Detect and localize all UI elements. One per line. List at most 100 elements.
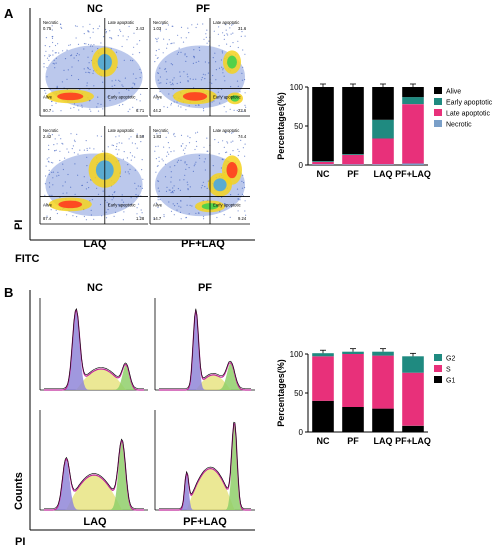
- scatter-dot: [223, 75, 225, 77]
- quadrant-value-necrotic: 1.83: [153, 134, 162, 139]
- scatter-dot: [71, 74, 73, 77]
- histogram-data-line: [159, 308, 251, 389]
- scatter-dot: [73, 106, 75, 109]
- scatter-dot: [64, 58, 67, 60]
- scatter-dot: [223, 34, 225, 37]
- scatter-dot: [204, 158, 206, 160]
- scatter-dot: [96, 135, 98, 137]
- scatter-dot: [45, 204, 47, 206]
- scatter-dot: [220, 59, 222, 61]
- scatter-dot: [56, 87, 59, 89]
- scatter-dot: [68, 151, 70, 153]
- flow-col-label-pf: PF: [196, 3, 210, 15]
- scatter-dot: [155, 37, 157, 40]
- histogram-s-phase-area: [44, 369, 144, 390]
- cell-cycle-legend-label: G2: [446, 356, 455, 363]
- quadrant-value-necrotic: 1.03: [153, 26, 162, 31]
- scatter-dot: [117, 35, 119, 37]
- scatter-dot: [75, 37, 77, 39]
- scatter-dot: [157, 180, 159, 182]
- scatter-dot: [44, 194, 46, 196]
- scatter-dot: [108, 195, 110, 197]
- scatter-dot: [154, 95, 156, 97]
- scatter-dot: [129, 152, 131, 154]
- scatter-dot: [53, 63, 55, 65]
- scatter-dot: [102, 190, 104, 192]
- scatter-dot: [97, 48, 99, 50]
- scatter-dot: [182, 149, 185, 151]
- scatter-dot: [59, 159, 61, 162]
- cell-cycle-y-tick-label: 100: [290, 350, 304, 359]
- scatter-dot: [221, 52, 224, 54]
- scatter-dot: [132, 60, 134, 62]
- scatter-dot: [72, 215, 74, 217]
- scatter-dot: [111, 80, 113, 82]
- scatter-dot: [89, 147, 91, 149]
- scatter-dot: [159, 30, 162, 32]
- scatter-dot: [198, 60, 200, 62]
- scatter-dot: [141, 169, 143, 171]
- scatter-dot: [107, 146, 109, 148]
- scatter-dot: [71, 66, 73, 68]
- scatter-dot: [55, 52, 57, 54]
- scatter-dot: [92, 31, 94, 33]
- cell-cycle-bar-segment-s: [312, 356, 334, 401]
- scatter-dot: [245, 214, 247, 216]
- scatter-dot: [129, 108, 131, 110]
- scatter-dot: [166, 106, 169, 108]
- scatter-dot: [54, 52, 56, 54]
- scatter-dot: [155, 145, 157, 148]
- cell-cycle-bar-segment-g1: [402, 425, 424, 432]
- scatter-dot: [88, 43, 90, 46]
- scatter-dot: [118, 104, 120, 106]
- scatter-dot: [55, 209, 57, 211]
- apoptosis-bar-segment-necrotic: [342, 164, 364, 165]
- scatter-dot: [89, 72, 91, 74]
- cell-cycle-histogram: [39, 410, 148, 511]
- scatter-dot: [158, 48, 160, 51]
- scatter-dot: [64, 157, 66, 159]
- scatter-dot: [204, 61, 206, 63]
- scatter-dot: [62, 168, 64, 171]
- scatter-density-core: [213, 178, 227, 192]
- flow-bottom-label-laq: LAQ: [83, 238, 107, 250]
- scatter-dot: [212, 165, 214, 167]
- scatter-dot: [102, 150, 104, 152]
- cell-cycle-bar-segment-g2: [402, 356, 424, 373]
- histo-bottom-label-laq: LAQ: [83, 516, 107, 528]
- scatter-dot: [120, 30, 122, 32]
- histo-bottom-label-pflaq: PF+LAQ: [183, 516, 227, 528]
- scatter-dot: [170, 151, 172, 153]
- scatter-dot: [139, 40, 141, 42]
- scatter-dot: [163, 215, 165, 218]
- scatter-dot: [195, 26, 197, 29]
- scatter-dot: [212, 74, 214, 77]
- scatter-dot: [70, 107, 72, 109]
- apoptosis-bar-segment-early-apoptotic: [372, 119, 394, 139]
- scatter-dot: [89, 68, 91, 71]
- scatter-dot: [122, 219, 124, 221]
- scatter-dot: [159, 91, 161, 93]
- quadrant-value-late: 74.4: [238, 134, 247, 139]
- scatter-dot: [230, 194, 232, 196]
- scatter-dot: [131, 155, 133, 157]
- scatter-dot: [245, 106, 247, 108]
- scatter-dot: [241, 72, 243, 74]
- scatter-dot: [130, 136, 132, 138]
- scatter-dot: [136, 147, 138, 149]
- histogram-s-phase-area: [44, 475, 144, 510]
- scatter-dot: [111, 144, 113, 146]
- quadrant-value-late: 31.6: [238, 26, 247, 31]
- scatter-dot: [165, 71, 167, 73]
- scatter-dot: [83, 68, 85, 70]
- scatter-dot: [241, 31, 243, 33]
- scatter-dot: [169, 166, 171, 168]
- scatter-dot: [48, 54, 50, 56]
- scatter-dot: [52, 50, 54, 52]
- scatter-dot: [118, 142, 120, 144]
- scatter-dot: [131, 86, 133, 89]
- scatter-dot: [227, 142, 229, 144]
- scatter-dot: [99, 203, 102, 206]
- scatter-dot: [114, 211, 117, 213]
- scatter-dot: [139, 185, 141, 187]
